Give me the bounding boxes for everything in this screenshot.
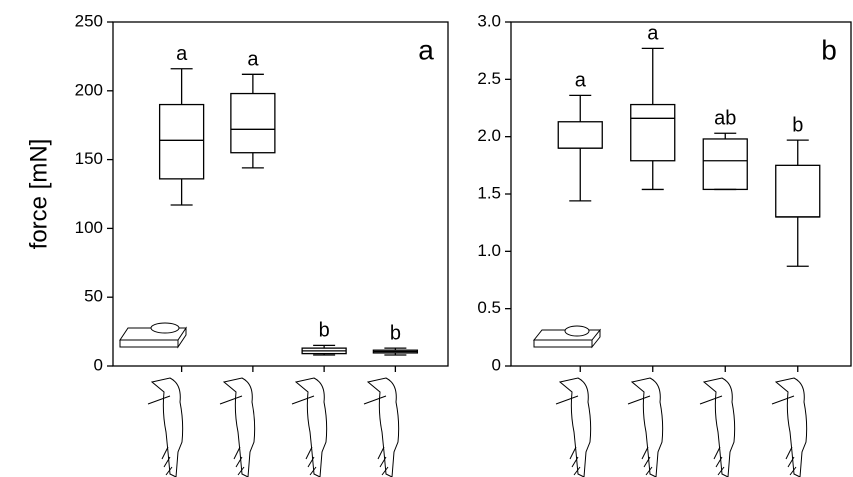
- y-tick-label: 0.5: [477, 298, 501, 317]
- plot-frame: [112, 21, 449, 367]
- y-tick-label: 100: [75, 218, 103, 237]
- box: [775, 164, 821, 218]
- box: [158, 103, 205, 180]
- box: [702, 138, 748, 191]
- box: [230, 92, 276, 154]
- y-tick-label: 1.0: [477, 241, 501, 260]
- y-tick-label: 50: [84, 287, 103, 306]
- y-tick-label: 250: [75, 11, 103, 30]
- y-tick-label: 0: [94, 355, 103, 374]
- significance-letter: b: [390, 322, 401, 344]
- significance-letter: a: [575, 70, 587, 92]
- leg-icons: [147, 377, 808, 477]
- plot-frame: [510, 21, 852, 367]
- y-tick-label: 3.0: [477, 11, 501, 30]
- substrate-icon: [119, 322, 602, 349]
- significance-letter: b: [792, 114, 803, 136]
- y-tick-label: 200: [75, 80, 103, 99]
- box: [630, 103, 676, 162]
- panel-label: a: [418, 34, 434, 65]
- y-tick-label: 2.0: [477, 126, 501, 145]
- y-tick-label: 150: [75, 149, 103, 168]
- box: [557, 121, 603, 149]
- significance-letter: b: [319, 320, 330, 342]
- y-axis-label: force [mN]: [25, 139, 52, 250]
- significance-letter: a: [247, 49, 259, 71]
- panel-label: b: [821, 34, 837, 65]
- significance-letter: a: [647, 23, 659, 45]
- y-tick-label: 2.5: [477, 69, 501, 88]
- y-tick-label: 1.5: [477, 183, 501, 202]
- significance-letter: ab: [714, 108, 736, 130]
- significance-letter: a: [176, 43, 188, 65]
- y-tick-label: 0: [492, 355, 501, 374]
